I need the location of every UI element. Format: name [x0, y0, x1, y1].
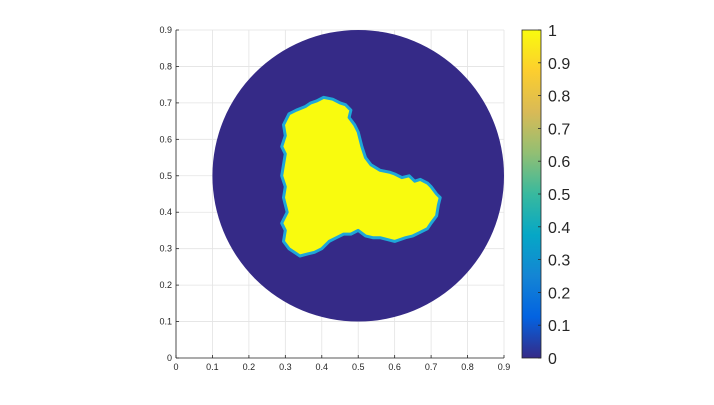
colorbar-tick-label: 0.6 [548, 154, 570, 171]
colorbar: 0 0.1 0.2 0.3 0.4 0.5 0.6 0.7 0.8 0.9 1 [521, 23, 570, 368]
y-tick-label: 0.2 [159, 280, 172, 290]
x-tick-label: 0.7 [425, 362, 438, 372]
y-tick-label: 0.5 [159, 171, 172, 181]
y-tick-label: 0.4 [159, 207, 172, 217]
colorbar-tick-label: 0.7 [548, 121, 570, 138]
y-tick-label: 0.3 [159, 244, 172, 254]
y-tick-label: 0.9 [159, 25, 172, 35]
y-tick-label: 0.6 [159, 134, 172, 144]
colorbar-tick-label: 0.9 [548, 56, 570, 73]
x-tick-label: 0.9 [498, 362, 511, 372]
y-tick-label: 0.8 [159, 61, 172, 71]
y-tick-label: 0.7 [159, 98, 172, 108]
axis-lines [175, 30, 504, 359]
x-tick-label: 0.4 [316, 362, 329, 372]
colorbar-tick-label: 0 [548, 351, 557, 368]
y-tick-label: 0.1 [159, 317, 172, 327]
colorbar-tick-label: 0.2 [548, 285, 570, 302]
colorbar-ticks: 0 0.1 0.2 0.3 0.4 0.5 0.6 0.7 0.8 0.9 1 [538, 23, 570, 368]
x-tick-label: 0.8 [461, 362, 474, 372]
x-axis-ticks: 0 0.1 0.2 0.3 0.4 0.5 0.6 0.7 0.8 0.9 [173, 355, 510, 372]
colorbar-tick-label: 0.4 [548, 220, 570, 237]
y-tick-label: 0 [167, 353, 172, 363]
x-tick-label: 0.2 [243, 362, 256, 372]
x-tick-label: 0.1 [206, 362, 219, 372]
y-axis-ticks: 0 0.1 0.2 0.3 0.4 0.5 0.6 0.7 0.8 0.9 [159, 25, 179, 363]
x-tick-label: 0.5 [352, 362, 365, 372]
x-tick-label: 0.6 [388, 362, 401, 372]
region-value-1 [280, 95, 442, 258]
axes: 0 0.1 0.2 0.3 0.4 0.5 0.6 0.7 0.8 0.9 00.10.20.30… [159, 25, 510, 372]
colorbar-tick-label: 0.8 [548, 89, 570, 106]
colorbar-tick-label: 0.5 [548, 187, 570, 204]
x-tick-label: 0.3 [279, 362, 292, 372]
colorbar-tick-label: 0.1 [548, 318, 570, 335]
colorbar-tick-label: 1 [548, 23, 557, 40]
colorbar-tick-label: 0.3 [548, 253, 570, 270]
x-tick-label: 0 [173, 362, 178, 372]
